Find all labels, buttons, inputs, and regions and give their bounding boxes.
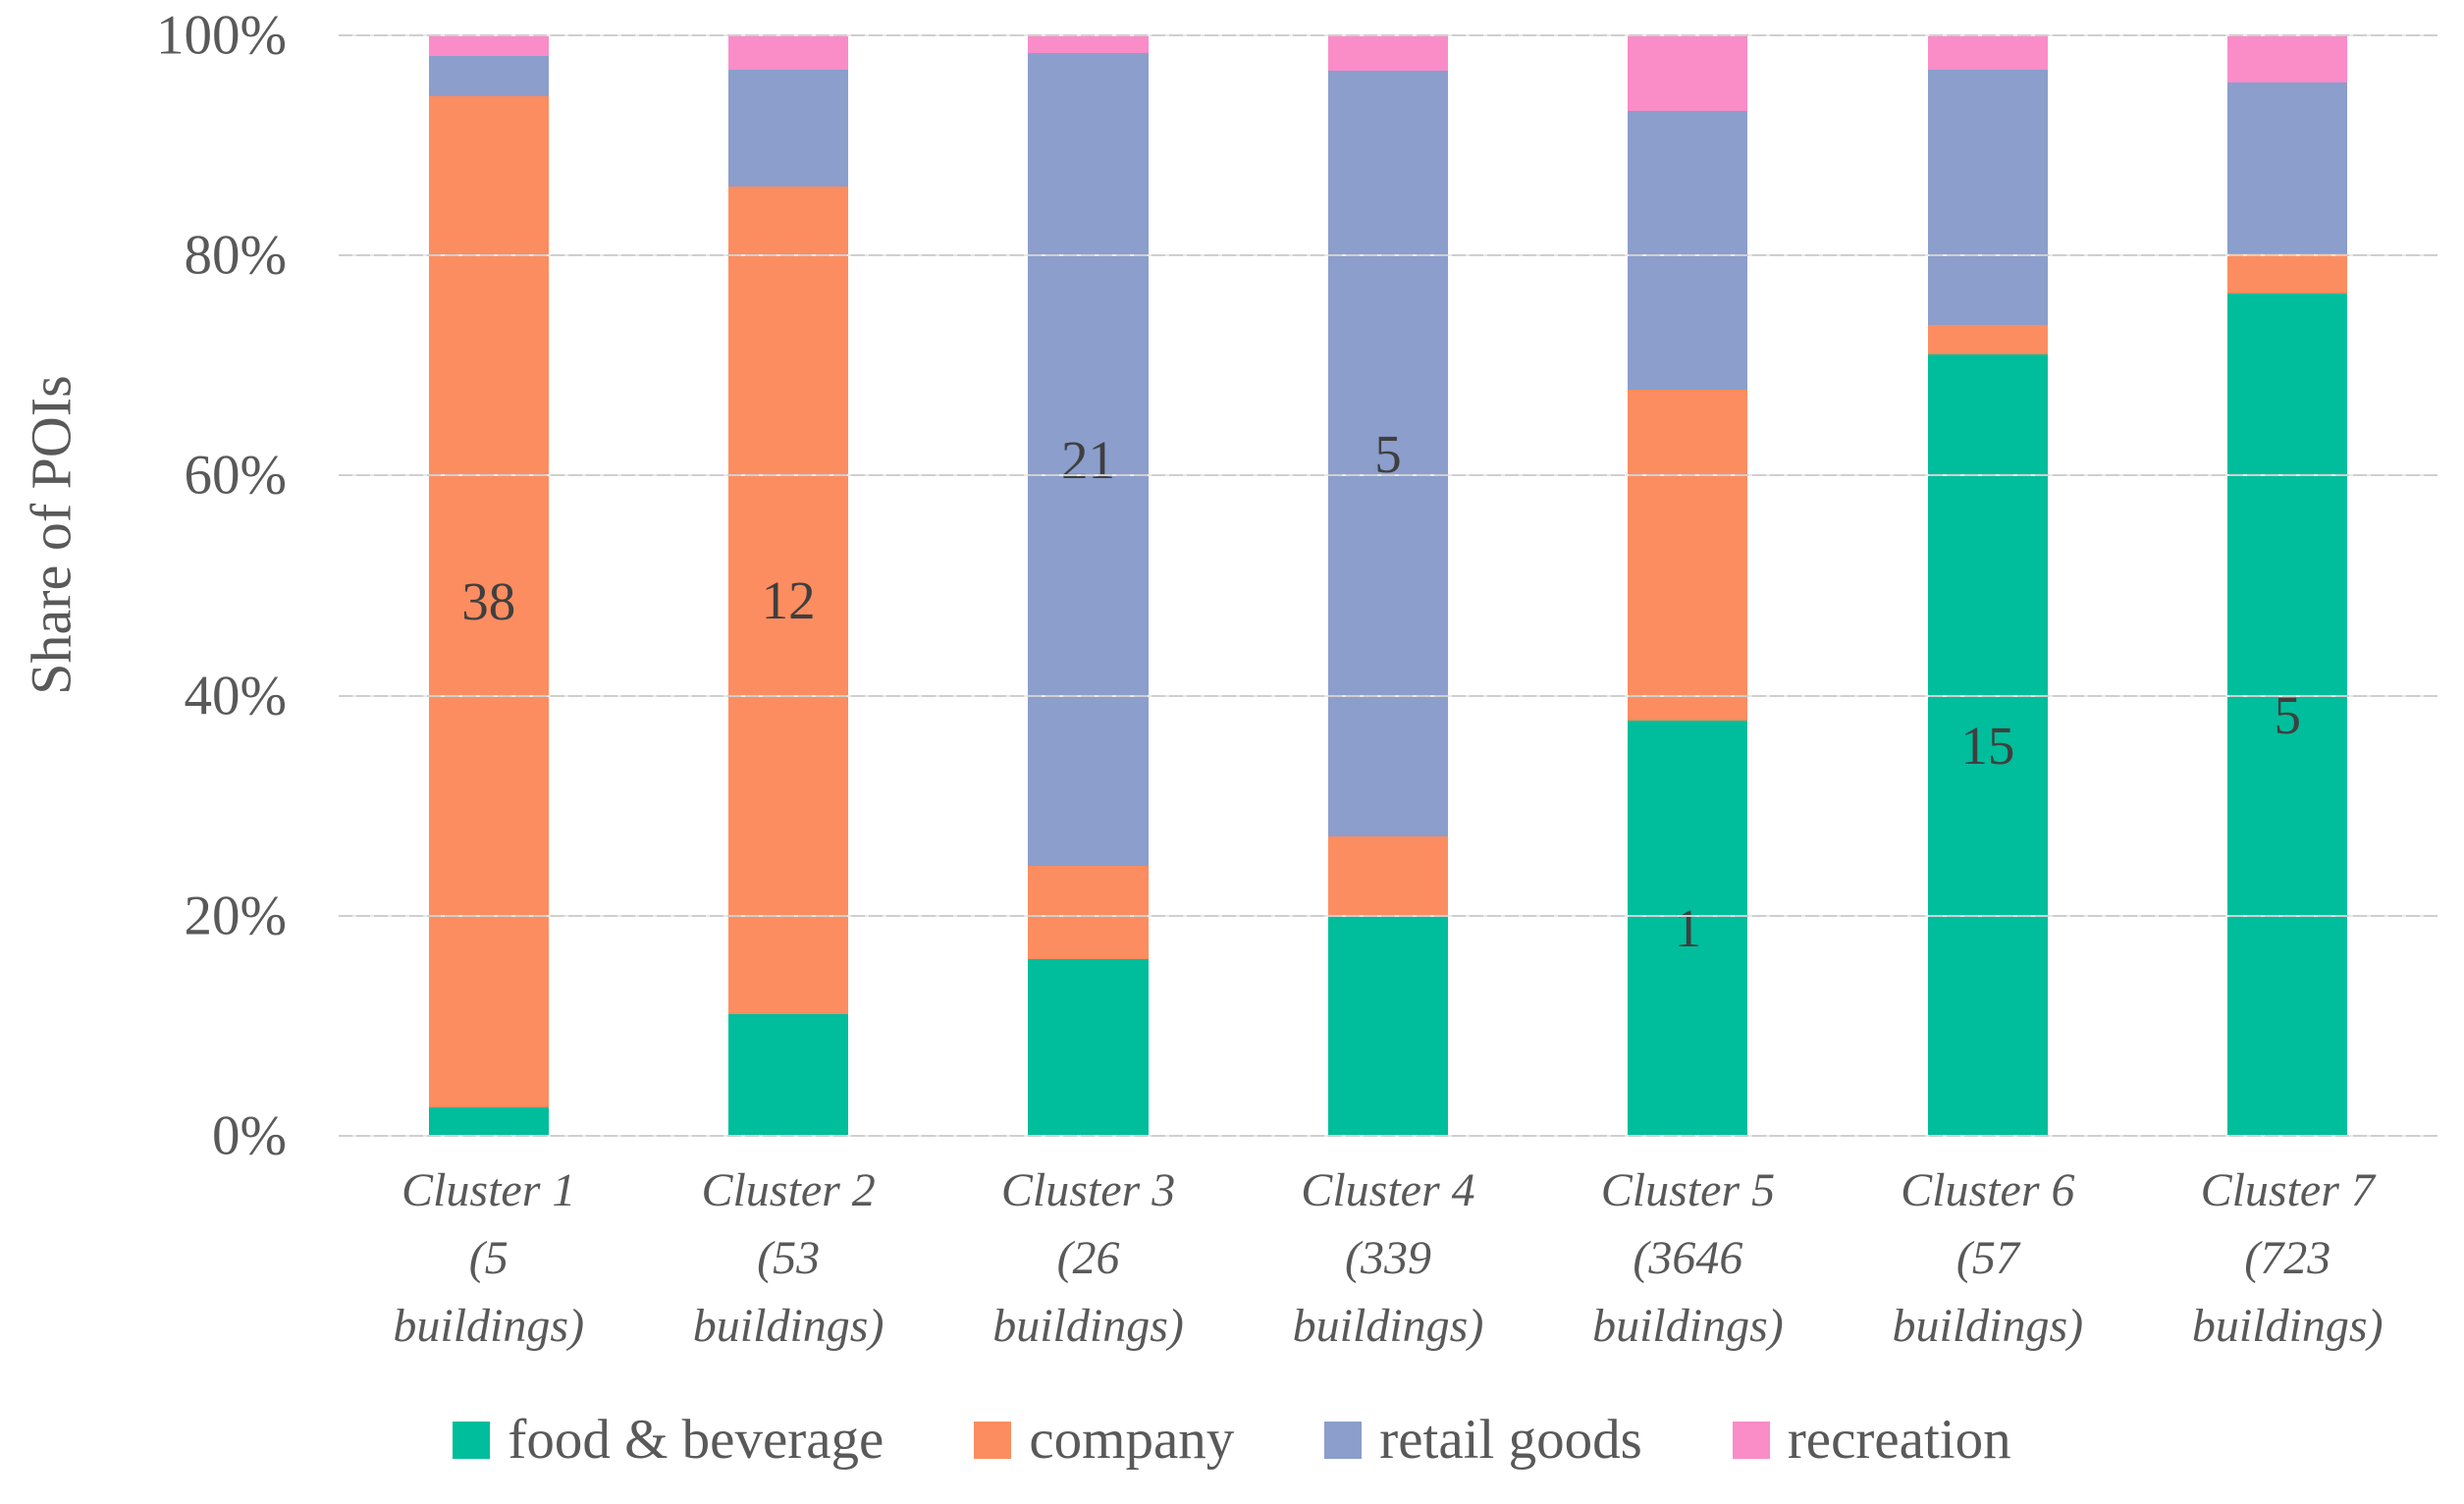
legend-swatch-recreation [1732,1421,1770,1459]
legend-label-retail: retail goods [1379,1409,1642,1471]
gridline [339,914,2437,917]
bar-segment-recreation-cluster-4 [1327,35,1449,71]
gridline [339,694,2437,697]
x-axis-label-cluster-3: Cluster 3 (26 buildings) [992,1164,1184,1353]
bar-slot-cluster-1: 38 [339,35,638,1136]
bar-segment-food-cluster-2 [728,1013,849,1136]
bar-segment-retail-cluster-4: 5 [1327,70,1449,837]
stacked-bar-cluster-4: 5 [1327,35,1449,1136]
bar-segment-recreation-cluster-6 [1927,35,2048,70]
bar-segment-retail-cluster-2 [728,69,849,187]
stacked-bar-cluster-6: 15 [1927,35,2048,1136]
bar-segment-recreation-cluster-2 [728,35,849,70]
bar-segment-retail-cluster-5 [1628,111,1748,390]
bar-segment-recreation-cluster-7 [2227,35,2348,83]
x-axis-label-cluster-1: Cluster 1 (5 buildings) [393,1164,585,1353]
bar-segment-company-cluster-4 [1327,836,1449,916]
bar-segment-retail-cluster-1 [428,56,549,96]
bar-segment-recreation-cluster-5 [1628,35,1748,112]
legend-label-recreation: recreation [1787,1409,2011,1471]
y-tick-label: 0% [212,1104,287,1167]
x-axis-label-cluster-6: Cluster 6 (57 buildings) [1892,1164,2084,1353]
y-tick-label: 20% [184,885,287,947]
bar-segment-company-cluster-3 [1028,866,1149,959]
legend-item-recreation: recreation [1732,1409,2011,1471]
bar-segment-company-cluster-2: 12 [728,186,849,1014]
y-axis-tick-labels: 100% 80% 60% 40% 20% 0% [0,5,287,1167]
bar-segment-company-cluster-6 [1927,324,2048,355]
stacked-bar-cluster-7: 5 [2227,35,2348,1136]
bar-slot-cluster-7: 5 [2138,35,2437,1136]
bar-segment-recreation-cluster-1 [428,35,549,57]
x-axis-category-labels: Cluster 1 (5 buildings) Cluster 2 (53 buildin… [339,1156,2437,1360]
bar-data-label: 5 [1374,423,1402,484]
legend-item-company: company [974,1412,1234,1468]
bar-segment-food-cluster-7: 5 [2227,294,2348,1136]
bar-segment-retail-cluster-7 [2227,82,2348,253]
bar-segment-food-cluster-3 [1028,958,1149,1136]
bar-segment-food-cluster-6: 15 [1927,354,2048,1136]
bar-segment-company-cluster-7 [2227,252,2348,295]
bar-slot-cluster-4: 5 [1238,35,1537,1136]
plot-area: 38 12 21 5 1 15 5 [339,34,2437,1137]
legend-label-food: food & beverage [508,1409,884,1471]
bar-slot-cluster-6: 15 [1838,35,2137,1136]
legend-swatch-company [974,1421,1012,1459]
bar-data-label: 12 [761,569,816,630]
legend-swatch-retail [1324,1421,1363,1459]
bar-segment-company-cluster-5 [1628,389,1748,722]
stacked-bar-cluster-3: 21 [1028,35,1149,1136]
bar-data-label: 21 [1061,429,1116,490]
y-tick-label: 80% [184,224,287,287]
bar-data-label: 1 [1674,898,1702,959]
bar-segment-food-cluster-5: 1 [1628,721,1748,1136]
bar-slot-cluster-5: 1 [1538,35,1838,1136]
gridline [339,474,2437,477]
y-tick-label: 100% [156,4,287,67]
bar-segment-food-cluster-1 [428,1106,549,1136]
y-tick-label: 40% [184,665,287,727]
bar-data-label: 5 [2274,684,2301,745]
bar-slot-cluster-2: 12 [638,35,937,1136]
gridline [339,34,2437,36]
bar-data-label: 15 [1960,715,2015,776]
bar-segment-recreation-cluster-3 [1028,35,1149,53]
chart-legend: food & beverage company retail goods recrea… [0,1412,2464,1468]
bar-segment-retail-cluster-3: 21 [1028,52,1149,867]
stacked-bar-cluster-1: 38 [428,35,549,1136]
legend-item-retail: retail goods [1324,1412,1642,1468]
bars-container: 38 12 21 5 1 15 5 [339,35,2437,1136]
bar-segment-retail-cluster-6 [1927,69,2048,325]
bar-segment-food-cluster-4 [1327,915,1449,1136]
x-axis-label-cluster-4: Cluster 4 (339 buildings) [1292,1164,1484,1353]
x-axis-label-cluster-7: Cluster 7 (723 buildings) [2191,1164,2384,1353]
bar-slot-cluster-3: 21 [938,35,1238,1136]
stacked-bar-cluster-5: 1 [1628,35,1748,1136]
stacked-bar-cluster-2: 12 [728,35,849,1136]
bar-segment-company-cluster-1: 38 [428,95,549,1107]
y-tick-label: 60% [184,444,287,507]
x-axis-label-cluster-2: Cluster 2 (53 buildings) [692,1164,884,1353]
gridline [339,254,2437,257]
gridline [339,1135,2437,1137]
x-axis-label-cluster-5: Cluster 5 (3646 buildings) [1592,1164,1784,1353]
legend-label-company: company [1029,1409,1235,1471]
legend-swatch-food [453,1421,491,1459]
legend-item-food: food & beverage [453,1412,884,1468]
bar-data-label: 38 [461,571,516,632]
